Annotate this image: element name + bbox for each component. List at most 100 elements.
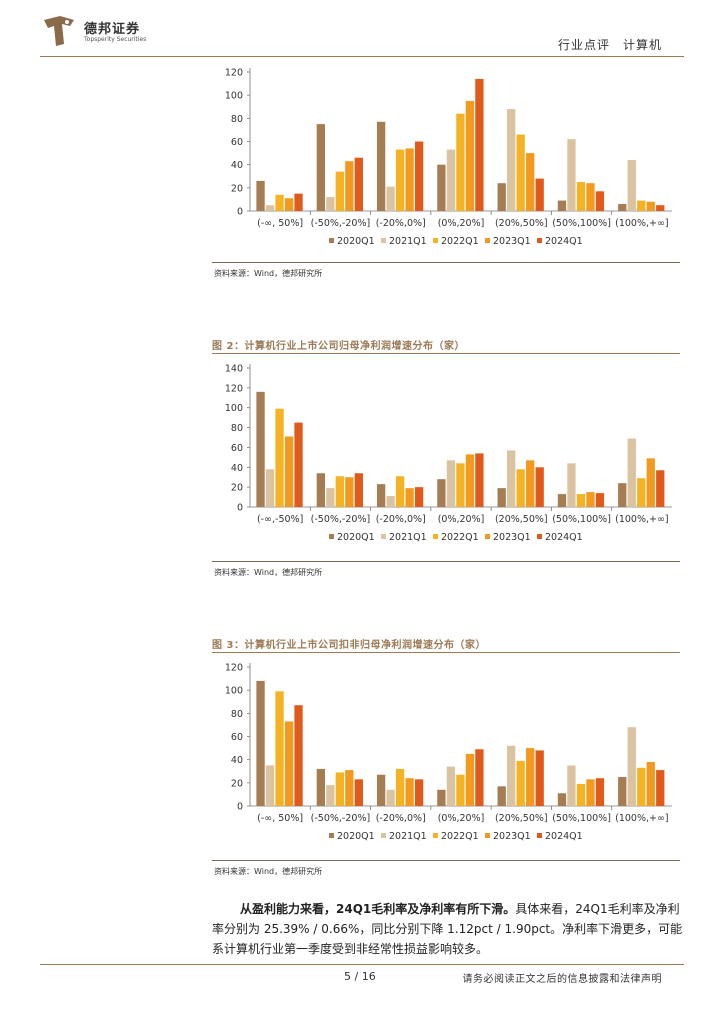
bar [354, 157, 363, 211]
x-tick-label: (100%,+∞] [615, 813, 668, 824]
x-tick-label: (-∞, 50%] [257, 813, 303, 824]
bar [395, 476, 405, 507]
legend-swatch [381, 534, 386, 539]
bar [516, 469, 525, 507]
bar [316, 124, 325, 211]
company-logo: 德邦证券 Topsperity Securities [40, 14, 190, 50]
bar [284, 198, 294, 211]
bar [557, 200, 567, 211]
x-tick-label: (-50%,-20%] [311, 514, 371, 525]
company-name-en: Topsperity Securities [84, 36, 147, 43]
bar [316, 473, 325, 507]
bar [414, 487, 424, 507]
bar [437, 789, 446, 806]
bar [497, 786, 506, 806]
y-tick-label: 0 [237, 207, 243, 218]
bar [437, 479, 446, 507]
bar [475, 78, 484, 211]
legend-label: 2023Q1 [493, 831, 531, 842]
bar [437, 164, 446, 211]
x-tick-label: (-50%,-20%] [311, 813, 371, 824]
bar [256, 680, 265, 806]
bar [446, 149, 456, 211]
bar [326, 785, 335, 806]
x-tick-label: (50%,100%] [552, 218, 611, 229]
y-tick-label: 0 [237, 503, 243, 514]
y-tick-label: 120 [225, 68, 243, 79]
y-tick-label: 80 [231, 423, 243, 434]
y-tick-label: 40 [231, 463, 243, 474]
chart-figure-3: 0 20 40 60 80 100 120 (-∞, 50%] (-50%,-20%] (-20%… [225, 663, 672, 842]
bar [376, 484, 386, 507]
legend-swatch [381, 833, 386, 838]
bar [586, 492, 595, 507]
bar [284, 721, 294, 806]
bar [535, 467, 544, 507]
x-tick-label: (-∞,-50%] [257, 514, 303, 525]
chart-figure-1: 0 20 40 60 80 100 120 (-∞, 50%] (-50%,-20%] (-20%… [225, 68, 672, 247]
footer-divider [40, 964, 684, 965]
bar [507, 109, 516, 211]
figure-2-bottom-rule [212, 561, 680, 562]
legend-label: 2020Q1 [337, 831, 375, 842]
bar [386, 186, 395, 211]
bar [284, 436, 294, 507]
bar [567, 765, 576, 806]
bar [265, 469, 275, 507]
figure-1-bottom-rule [212, 262, 680, 263]
figure-2-title: 图 2：计算机行业上市公司归母净利润增速分布（家） [212, 341, 465, 352]
y-tick-label: 120 [225, 663, 243, 674]
figure-2-source: 资料来源：Wind，德邦研究所 [214, 568, 323, 577]
bar [376, 774, 386, 806]
y-tick-label: 60 [231, 137, 243, 148]
bar [316, 768, 325, 806]
legend-label: 2024Q1 [545, 831, 583, 842]
report-category: 行业点评 计算机 [557, 38, 662, 52]
bar [354, 473, 363, 507]
x-tick-label: (100%,+∞] [615, 218, 668, 229]
figure-3-title: 图 3：计算机行业上市公司扣非归母净利润增速分布（家） [212, 640, 486, 651]
legend-swatch [537, 833, 542, 838]
figure-3-bottom-rule [212, 860, 680, 861]
x-tick-label: (20%,50%] [495, 813, 548, 824]
bar [526, 153, 535, 211]
y-tick-label: 60 [231, 732, 243, 743]
bar [335, 772, 344, 806]
y-tick-label: 0 [237, 802, 243, 813]
legend-swatch [329, 534, 334, 539]
bar [627, 160, 636, 211]
figure-2-top-rule [212, 353, 680, 354]
bar [405, 778, 414, 806]
bar [256, 180, 265, 211]
bar [586, 779, 595, 806]
bar [386, 496, 395, 507]
x-tick-label: (20%,50%] [495, 218, 548, 229]
figure-1-source: 资料来源：Wind，德邦研究所 [214, 269, 323, 278]
bar [265, 765, 275, 806]
bar [275, 691, 284, 806]
figure-3-top-rule [212, 652, 680, 653]
bar [386, 789, 395, 806]
company-name: 德邦证券 [84, 22, 141, 37]
bar [256, 391, 265, 507]
y-tick-label: 80 [231, 709, 243, 720]
bar [526, 460, 535, 507]
bar [456, 774, 465, 806]
bar [354, 779, 363, 806]
bar [414, 779, 424, 806]
bar [405, 488, 414, 507]
page-number: 5 / 16 [344, 970, 376, 983]
bar [526, 748, 535, 806]
bar [516, 134, 525, 211]
legend-label: 2022Q1 [441, 532, 479, 543]
x-tick-label: (-20%,0%] [376, 813, 426, 824]
y-tick-label: 100 [225, 686, 243, 697]
legend-swatch [485, 238, 490, 243]
x-tick-label: (0%,20%] [438, 218, 485, 229]
legend-label: 2021Q1 [389, 532, 427, 543]
body-text: 具体来看，24Q1毛利率及净利率分别为 25.39% / 0.66%，同比分别下… [212, 902, 683, 956]
bar [595, 191, 605, 211]
y-tick-label: 100 [225, 403, 243, 414]
bar [637, 767, 646, 806]
bar [656, 470, 665, 507]
